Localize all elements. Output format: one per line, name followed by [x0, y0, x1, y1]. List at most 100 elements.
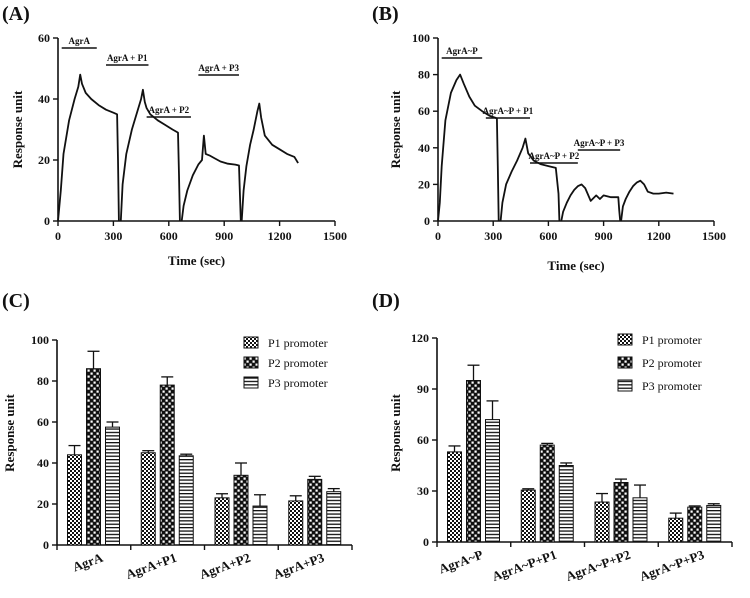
category-label-agra-p2: AgrA+P2 [198, 550, 253, 582]
annotation-label-agra: AgrA [68, 36, 90, 46]
legend-swatch-p2-promoter [243, 356, 259, 369]
series-line-agra-p3 [240, 102, 299, 222]
bar-agra-p-p1-p2-promoter [539, 444, 555, 543]
chart-c-promoter-bar-chart: 0 20 40 60 80 100 Response unit AgrA AgrA+P1 AgrA… [2, 333, 353, 582]
y-tick-label: 100 [412, 31, 430, 45]
y-tick-label: 0 [43, 538, 49, 552]
x-tick-label: 0 [55, 229, 61, 243]
annotation-label-agra-p: AgrA~P [446, 46, 478, 56]
x-tick-label: 900 [595, 229, 613, 243]
x-tick-label: 600 [539, 229, 557, 243]
x-tick-label: 1500 [323, 229, 347, 243]
x-tick-label: 300 [484, 229, 502, 243]
category-label-agra-p-p3: AgrA~P+P3 [637, 547, 706, 584]
y-tick-label: 100 [31, 333, 49, 347]
series-line-agra-p-p3 [620, 179, 674, 222]
y-tick-label: 20 [418, 177, 430, 191]
y-tick-label: 60 [38, 31, 50, 45]
y-axis-title: Response unit [10, 90, 25, 168]
bar-agra-p3-promoter [105, 426, 120, 546]
panel-label-b: (B) [372, 3, 399, 25]
legend-swatch-p2-promoter [617, 356, 633, 369]
series-line-agra [57, 73, 120, 222]
bar-agra-p3-p3-promoter [326, 491, 342, 546]
bar-agra-p-p3-promoter [485, 419, 500, 543]
legend-label-p1-promoter: P1 promoter [268, 336, 328, 350]
bar-agra-p1-p3-promoter [178, 455, 194, 546]
y-tick-label: 0 [424, 214, 430, 228]
legend-label-p3-promoter: P3 promoter [642, 379, 702, 393]
legend-swatch-p1-promoter [243, 336, 259, 349]
x-tick-label: 1200 [647, 229, 671, 243]
category-label-agra-p: AgrA~P [437, 547, 485, 577]
category-label-agra-p-p2: AgrA~P+P2 [564, 547, 633, 584]
y-tick-label: 60 [418, 104, 430, 118]
bar-agra-p-p3-p3-promoter [706, 504, 722, 543]
panel-label-c: (C) [2, 290, 30, 312]
x-tick-label: 600 [160, 229, 178, 243]
series-line-agra-p2 [180, 134, 242, 222]
bar-agra-p-p1-p3-promoter [558, 465, 574, 543]
annotation-label-agra-p1: AgrA + P1 [107, 53, 148, 63]
x-tick-label: 300 [104, 229, 122, 243]
bar-agra-p-p1-promoter [447, 451, 462, 543]
bar-agra-p-p3-p1-promoter [668, 517, 684, 543]
bar-agra-p-p2-p1-promoter [594, 501, 610, 543]
series-line-agra-p-p1 [499, 137, 561, 222]
y-tick-label: 90 [417, 382, 429, 396]
annotation-label-agra-p3: AgrA + P3 [198, 63, 239, 73]
y-tick-label: 80 [37, 374, 49, 388]
y-tick-label: 40 [38, 92, 50, 106]
legend-swatch-p3-promoter [617, 379, 633, 392]
x-tick-label: 0 [435, 229, 441, 243]
legend-label-p2-promoter: P2 promoter [642, 356, 702, 370]
bar-agra-p2-promoter [86, 368, 101, 546]
y-tick-label: 40 [37, 456, 49, 470]
x-tick-label: 1200 [268, 229, 292, 243]
y-tick-label: 20 [38, 153, 50, 167]
bar-agra-p2-p3-promoter [252, 505, 268, 546]
series-line-agra-p1 [119, 88, 181, 222]
bar-agra-p2-p1-promoter [214, 497, 230, 546]
annotation-label-agra-p2: AgrA + P2 [148, 105, 189, 115]
legend-label-p2-promoter: P2 promoter [268, 356, 328, 370]
y-tick-label: 80 [418, 68, 430, 82]
category-label-agra: AgrA [71, 550, 106, 575]
y-tick-label: 0 [423, 535, 429, 549]
bar-agra-p-p2-p2-promoter [613, 482, 629, 543]
bar-agra-p-p1-p1-promoter [520, 489, 536, 543]
bar-agra-p1-p1-promoter [140, 452, 156, 546]
bar-agra-p-p2-p3-promoter [632, 497, 648, 543]
y-axis-title: Response unit [388, 90, 403, 168]
bar-agra-p-p3-p2-promoter [687, 506, 703, 543]
bar-agra-p3-p1-promoter [288, 500, 304, 546]
legend-label-p1-promoter: P1 promoter [642, 333, 702, 347]
y-tick-label: 60 [37, 415, 49, 429]
series-line-agra-p-p2 [560, 183, 622, 222]
y-tick-label: 20 [37, 497, 49, 511]
panel-label-d: (D) [372, 290, 400, 312]
category-label-agra-p-p1: AgrA~P+P1 [490, 547, 559, 584]
y-axis-title: Response unit [388, 394, 403, 472]
bar-agra-p1-promoter [67, 454, 82, 546]
y-tick-label: 120 [411, 331, 429, 345]
bar-agra-p3-p2-promoter [307, 478, 323, 546]
bar-agra-p2-p2-promoter [233, 474, 249, 546]
y-axis-title: Response unit [2, 394, 17, 472]
category-label-agra-p3: AgrA+P3 [271, 550, 326, 582]
legend-swatch-p3-promoter [243, 376, 259, 389]
bar-agra-p1-p2-promoter [159, 384, 175, 546]
y-tick-label: 40 [418, 141, 430, 155]
series-line-agra-p [437, 73, 500, 222]
annotation-label-agra-p-p2: AgrA~P + P2 [529, 151, 580, 161]
x-tick-label: 1500 [702, 229, 726, 243]
annotation-label-agra-p-p3: AgrA~P + P3 [574, 138, 625, 148]
category-label-agra-p1: AgrA+P1 [124, 550, 179, 582]
y-tick-label: 0 [44, 214, 50, 228]
y-tick-label: 30 [417, 484, 429, 498]
annotation-label-agra-p-p1: AgrA~P + P1 [483, 106, 534, 116]
legend-swatch-p1-promoter [617, 333, 633, 346]
bar-agra-p-p2-promoter [466, 380, 481, 543]
